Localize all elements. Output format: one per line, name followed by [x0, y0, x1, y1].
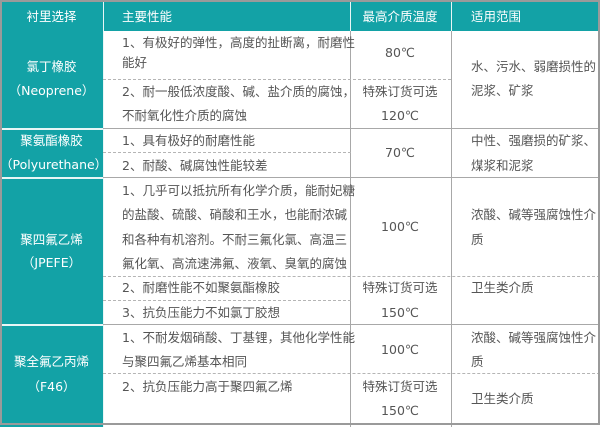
dashed-divider	[103, 152, 351, 153]
row-divider	[103, 128, 600, 129]
divider	[0, 324, 103, 326]
dashed-divider	[103, 276, 600, 277]
lining-name: 聚全氟乙丙烯	[13, 354, 89, 369]
property-line: 不耐氧化性介质的腐蚀	[122, 108, 248, 123]
property-line: 1、具有极好的耐磨性能	[122, 133, 255, 148]
dashed-divider	[103, 373, 600, 374]
application-line: 质	[471, 354, 484, 369]
application-line: 煤浆和泥浆	[471, 158, 534, 173]
lining-name: 氯丁橡胶	[26, 59, 77, 74]
header-application: 适用范围	[471, 9, 522, 24]
property-line: 能好	[122, 55, 148, 70]
lining-name-en: （Neoprene）	[8, 83, 95, 98]
application-line: 泥浆、矿浆	[471, 83, 534, 98]
lining-name-en: （Polyurethane）	[0, 157, 108, 172]
lining-column-bg	[0, 31, 103, 427]
property-line: 和各种有机溶剂。不耐三氟化氯、高温三	[122, 232, 348, 247]
temperature: 80℃	[385, 45, 415, 60]
application-line: 卫生类介质	[471, 280, 534, 295]
header-lining: 衬里选择	[26, 9, 77, 24]
property-line: 1、几乎可以抵抗所有化学介质，能耐妃糖	[122, 183, 355, 198]
application-line: 中性、强磨损的矿浆、	[471, 133, 597, 148]
header-properties: 主要性能	[122, 9, 173, 24]
row-divider	[103, 324, 600, 325]
property-line: 1、不耐发烟硝酸、丁基锂，其他化学性能	[122, 330, 355, 345]
property-line: 2、耐酸、碱腐蚀性能较差	[122, 158, 268, 173]
property-line: 氟化氧、高流速沸氟、液氧、臭氧的腐蚀	[122, 256, 348, 271]
divider	[350, 0, 351, 427]
temperature: 120℃	[381, 108, 419, 123]
header-temperature: 最高介质温度	[362, 9, 438, 24]
property-line: 的盐酸、硫酸、硝酸和王水，也能耐浓碱	[122, 207, 348, 222]
temperature-special: 特殊订货可选	[362, 379, 438, 394]
header-row-bg	[0, 0, 600, 31]
application-line: 卫生类介质	[471, 391, 534, 406]
temperature: 150℃	[381, 403, 419, 418]
temperature: 100℃	[381, 342, 419, 357]
application-line: 浓酸、碱等强腐蚀性介	[471, 330, 597, 345]
divider	[451, 0, 452, 427]
property-line: 2、耐磨性能不如聚氨酯橡胶	[122, 280, 280, 295]
divider	[0, 128, 103, 130]
lining-name-en: （JPEFE）	[21, 255, 82, 270]
divider	[350, 0, 351, 31]
application-line: 质	[471, 232, 484, 247]
property-line: 2、耐一般低浓度酸、碱、盐介质的腐蚀，	[122, 84, 355, 99]
lining-name: 聚氨酯橡胶	[20, 133, 83, 148]
divider	[451, 0, 452, 31]
temperature: 100℃	[381, 219, 419, 234]
divider	[0, 177, 103, 179]
property-line: 与聚四氟乙烯基本相同	[122, 354, 248, 369]
property-line: 1、有极好的弹性，高度的扯断离，耐磨性	[122, 35, 355, 50]
lining-name: 聚四氟乙烯	[20, 232, 83, 247]
temperature-special: 特殊订货可选	[362, 280, 438, 295]
application-line: 水、污水、弱磨损性的	[471, 59, 597, 74]
lining-name-en: （F46）	[27, 379, 76, 394]
temperature: 150℃	[381, 305, 419, 320]
dashed-divider	[103, 300, 351, 301]
property-line: 2、抗负压能力高于聚四氟乙烯	[122, 379, 293, 394]
property-line: 3、抗负压能力不如氯丁胶想	[122, 305, 280, 320]
temperature: 70℃	[385, 145, 415, 160]
row-divider	[103, 177, 600, 178]
application-line: 浓酸、碱等强腐蚀性介	[471, 207, 597, 222]
divider	[103, 0, 104, 427]
dashed-divider	[103, 79, 451, 80]
temperature-special: 特殊订货可选	[362, 84, 438, 99]
